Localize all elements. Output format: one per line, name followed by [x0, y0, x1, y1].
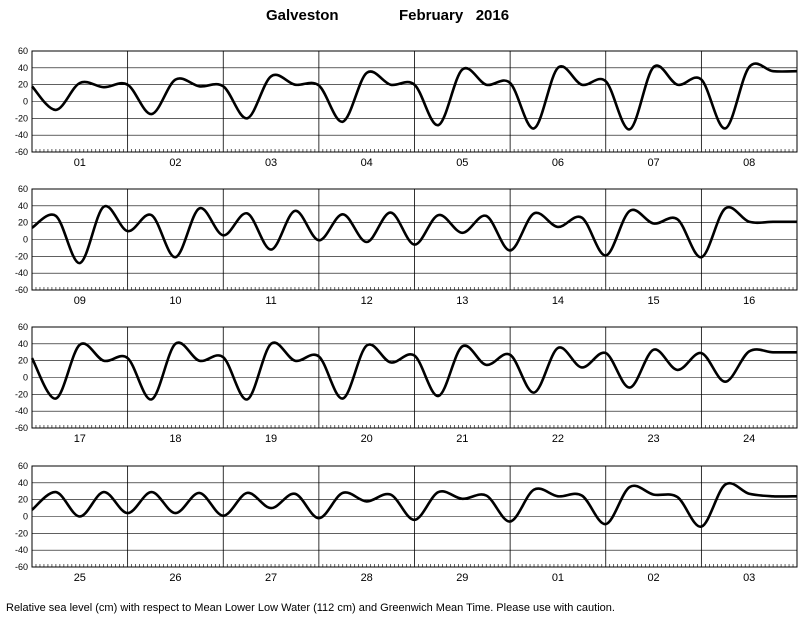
- y-tick-label: -60: [15, 147, 28, 157]
- day-label: 16: [743, 295, 755, 307]
- y-tick-label: 0: [23, 235, 28, 245]
- day-label: 03: [265, 157, 277, 169]
- y-tick-label: 40: [18, 478, 28, 488]
- panel-4: 60 40 20 0 -20 -40 -60 25 26 27 28 29 01 02 03: [15, 461, 798, 584]
- day-label: 09: [74, 295, 86, 307]
- day-label: 04: [361, 157, 373, 169]
- day-label: 27: [265, 572, 277, 584]
- day-label: 25: [74, 572, 86, 584]
- day-label: 14: [552, 295, 564, 307]
- y-tick-label: -60: [15, 285, 28, 295]
- day-label: 05: [456, 157, 468, 169]
- y-tick-label: 40: [18, 201, 28, 211]
- y-tick-label: 20: [18, 495, 28, 505]
- tide-curve: [30, 341, 798, 401]
- day-label: 18: [169, 433, 181, 445]
- day-label: 29: [456, 572, 468, 584]
- tide-curve: [31, 204, 797, 265]
- y-tick-label: -20: [15, 528, 28, 538]
- y-tick-label: -40: [15, 545, 28, 555]
- y-tick-label: -40: [15, 130, 28, 140]
- panels-group: 60 40 20 0 -20 -40 -60 01 02 03 04 05 06 07 08 60 40 20 0 -…: [15, 46, 798, 584]
- day-label: 21: [456, 433, 468, 445]
- y-tick-label: -20: [15, 251, 28, 261]
- footer-note: Relative sea level (cm) with respect to …: [6, 602, 615, 614]
- y-tick-label: -40: [15, 406, 28, 416]
- day-label: 10: [169, 295, 181, 307]
- day-label: 06: [552, 157, 564, 169]
- y-tick-label: -60: [15, 423, 28, 433]
- panel-1: 60 40 20 0 -20 -40 -60 01 02 03 04 05 06 07 08: [15, 46, 798, 169]
- y-tick-label: 20: [18, 80, 28, 90]
- day-label: 13: [456, 295, 468, 307]
- day-label: 26: [169, 572, 181, 584]
- day-label: 20: [361, 433, 373, 445]
- y-tick-label: 60: [18, 184, 28, 194]
- y-tick-label: 60: [18, 461, 28, 471]
- y-tick-label: 40: [18, 339, 28, 349]
- day-label: 01: [552, 572, 564, 584]
- panel-3: 60 40 20 0 -20 -40 -60 17 18 19 20 21 22 23 24: [15, 322, 798, 445]
- day-label: 22: [552, 433, 564, 445]
- y-tick-label: -60: [15, 562, 28, 572]
- day-label: 03: [743, 572, 755, 584]
- day-label: 23: [647, 433, 659, 445]
- day-label: 28: [361, 572, 373, 584]
- day-label: 24: [743, 433, 755, 445]
- day-label: 08: [743, 157, 755, 169]
- y-tick-label: -20: [15, 113, 28, 123]
- y-tick-label: 20: [18, 218, 28, 228]
- y-tick-label: 60: [18, 322, 28, 332]
- day-label: 12: [361, 295, 373, 307]
- chart-title-location: Galveston: [266, 7, 339, 24]
- y-tick-label: 0: [23, 373, 28, 383]
- chart-title-date: February 2016: [399, 7, 509, 24]
- y-tick-label: 0: [23, 97, 28, 107]
- y-tick-label: 40: [18, 63, 28, 73]
- y-tick-label: 60: [18, 46, 28, 56]
- day-label: 19: [265, 433, 277, 445]
- y-tick-label: 0: [23, 512, 28, 522]
- day-label: 07: [647, 157, 659, 169]
- y-tick-label: -20: [15, 389, 28, 399]
- day-label: 02: [647, 572, 659, 584]
- tide-curve: [31, 481, 798, 528]
- y-tick-label: 20: [18, 356, 28, 366]
- day-label: 15: [647, 295, 659, 307]
- day-label: 11: [265, 295, 276, 307]
- tide-curve: [31, 62, 798, 131]
- day-label: 17: [74, 433, 86, 445]
- day-label: 01: [74, 157, 86, 169]
- day-label: 02: [169, 157, 181, 169]
- panel-2: 60 40 20 0 -20 -40 -60 09 10 11 12 13 14 15 16: [15, 184, 798, 307]
- y-tick-label: -40: [15, 268, 28, 278]
